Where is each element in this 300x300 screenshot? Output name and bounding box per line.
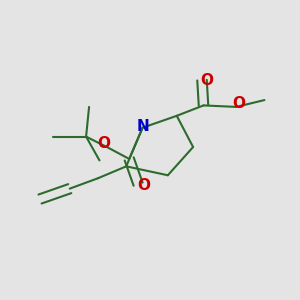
- Text: O: O: [98, 136, 110, 151]
- Text: N: N: [136, 119, 149, 134]
- Text: O: O: [232, 96, 245, 111]
- Text: O: O: [137, 178, 150, 193]
- Text: O: O: [200, 73, 213, 88]
